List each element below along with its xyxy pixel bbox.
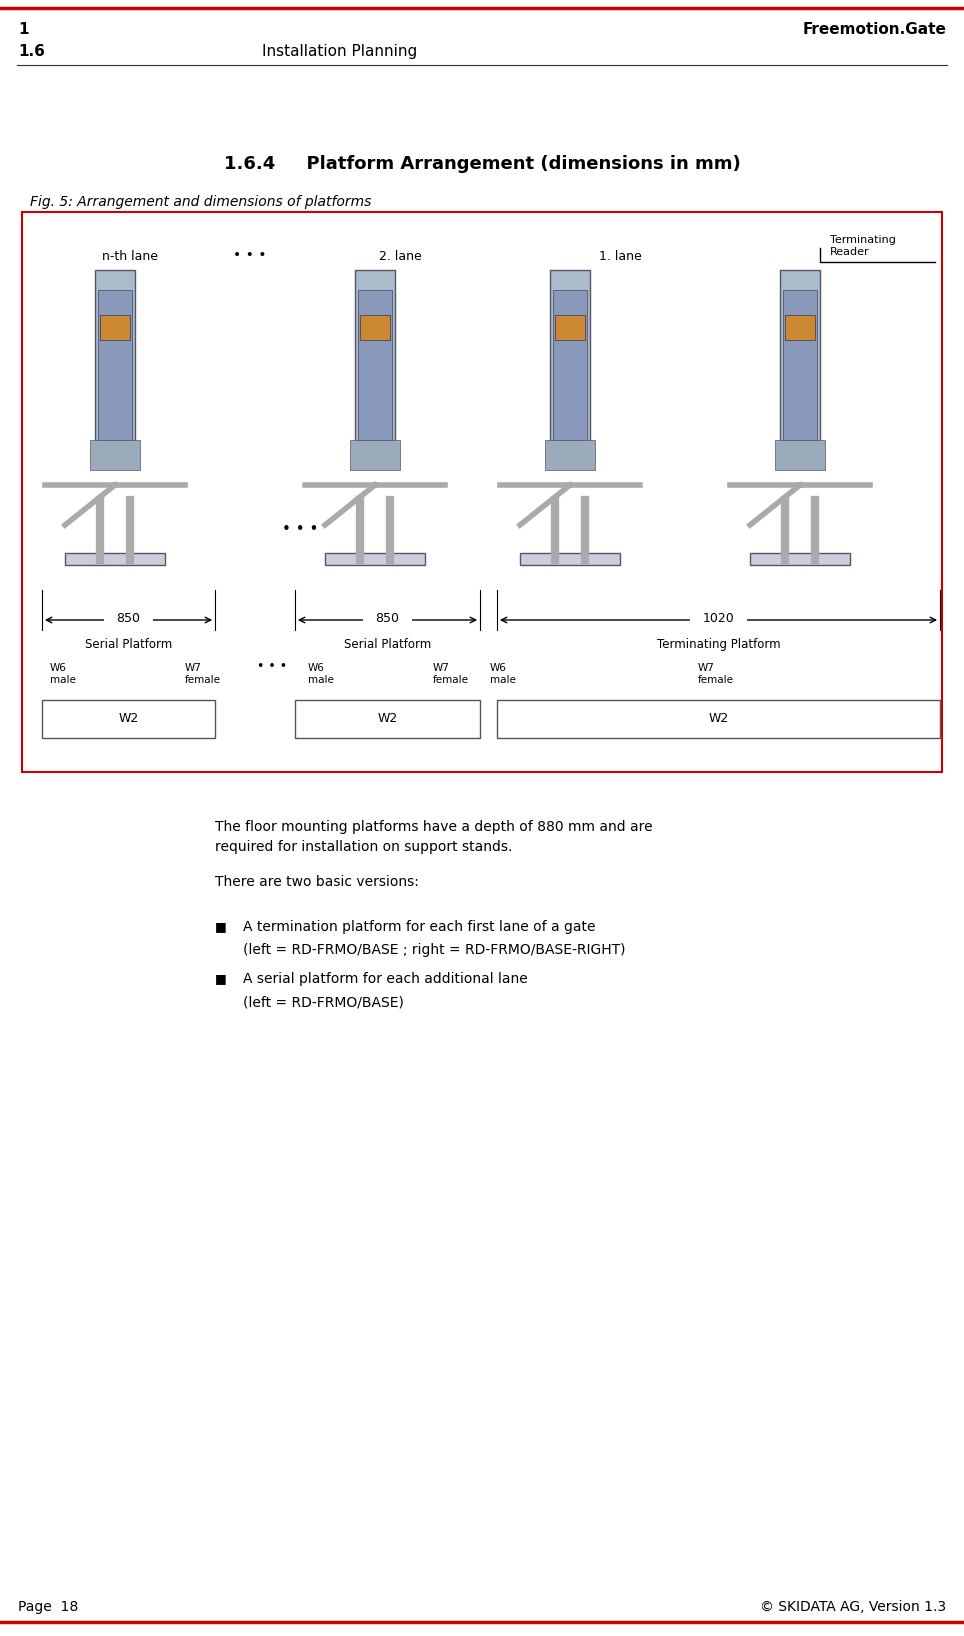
Bar xyxy=(95,270,135,450)
Text: W2: W2 xyxy=(709,713,729,725)
Text: Installation Planning: Installation Planning xyxy=(262,44,417,59)
Bar xyxy=(98,290,132,440)
Bar xyxy=(295,700,480,738)
Text: A termination platform for each first lane of a gate: A termination platform for each first la… xyxy=(243,919,596,934)
Text: 1020: 1020 xyxy=(703,612,735,625)
Text: There are two basic versions:: There are two basic versions: xyxy=(215,875,419,888)
Text: Serial Platform: Serial Platform xyxy=(85,638,173,651)
Text: 1.6.4     Platform Arrangement (dimensions in mm): 1.6.4 Platform Arrangement (dimensions i… xyxy=(224,155,740,173)
Text: Terminating Platform: Terminating Platform xyxy=(656,638,780,651)
Bar xyxy=(22,213,942,772)
Text: 2. lane: 2. lane xyxy=(379,250,421,263)
Text: Freemotion.Gate: Freemotion.Gate xyxy=(802,21,946,38)
Text: W7
female: W7 female xyxy=(698,663,734,684)
Text: ■: ■ xyxy=(215,972,227,985)
Bar xyxy=(497,700,940,738)
Text: • • •: • • • xyxy=(257,659,287,672)
Text: W7
female: W7 female xyxy=(433,663,469,684)
Bar xyxy=(553,290,587,440)
Bar xyxy=(520,553,620,564)
Bar xyxy=(42,700,215,738)
Text: 1: 1 xyxy=(18,21,29,38)
Text: W2: W2 xyxy=(119,713,139,725)
Bar xyxy=(775,440,825,470)
Text: A serial platform for each additional lane: A serial platform for each additional la… xyxy=(243,972,527,987)
Bar xyxy=(355,270,395,450)
Text: • • •: • • • xyxy=(281,522,318,538)
Bar xyxy=(550,270,590,450)
Text: 850: 850 xyxy=(376,612,399,625)
Text: The floor mounting platforms have a depth of 880 mm and are
required for install: The floor mounting platforms have a dept… xyxy=(215,820,653,854)
Text: Terminating
Reader: Terminating Reader xyxy=(830,236,896,257)
Text: 1.6: 1.6 xyxy=(18,44,45,59)
Bar xyxy=(360,316,390,340)
Bar xyxy=(350,440,400,470)
Text: Serial Platform: Serial Platform xyxy=(344,638,431,651)
Text: • • •: • • • xyxy=(233,249,267,262)
Text: 850: 850 xyxy=(117,612,141,625)
Bar xyxy=(100,316,130,340)
Bar xyxy=(750,553,850,564)
Text: 1. lane: 1. lane xyxy=(599,250,641,263)
Bar xyxy=(783,290,817,440)
Text: (left = RD-FRMO/BASE): (left = RD-FRMO/BASE) xyxy=(243,995,404,1009)
Bar xyxy=(780,270,820,450)
Text: ■: ■ xyxy=(215,919,227,933)
Text: Page  18: Page 18 xyxy=(18,1600,78,1615)
Text: Fig. 5: Arrangement and dimensions of platforms: Fig. 5: Arrangement and dimensions of pl… xyxy=(30,195,371,209)
Bar xyxy=(90,440,140,470)
Bar xyxy=(785,316,815,340)
Bar xyxy=(555,316,585,340)
Text: W2: W2 xyxy=(377,713,397,725)
Text: W7
female: W7 female xyxy=(185,663,221,684)
Text: n-th lane: n-th lane xyxy=(102,250,158,263)
Text: W6
male: W6 male xyxy=(50,663,76,684)
Bar xyxy=(65,553,165,564)
Bar xyxy=(545,440,595,470)
Bar xyxy=(325,553,425,564)
Text: W6
male: W6 male xyxy=(308,663,334,684)
Bar xyxy=(358,290,392,440)
Text: W6
male: W6 male xyxy=(490,663,516,684)
Text: (left = RD-FRMO/BASE ; right = RD-FRMO/BASE-RIGHT): (left = RD-FRMO/BASE ; right = RD-FRMO/B… xyxy=(243,942,626,957)
Text: © SKIDATA AG, Version 1.3: © SKIDATA AG, Version 1.3 xyxy=(760,1600,946,1615)
